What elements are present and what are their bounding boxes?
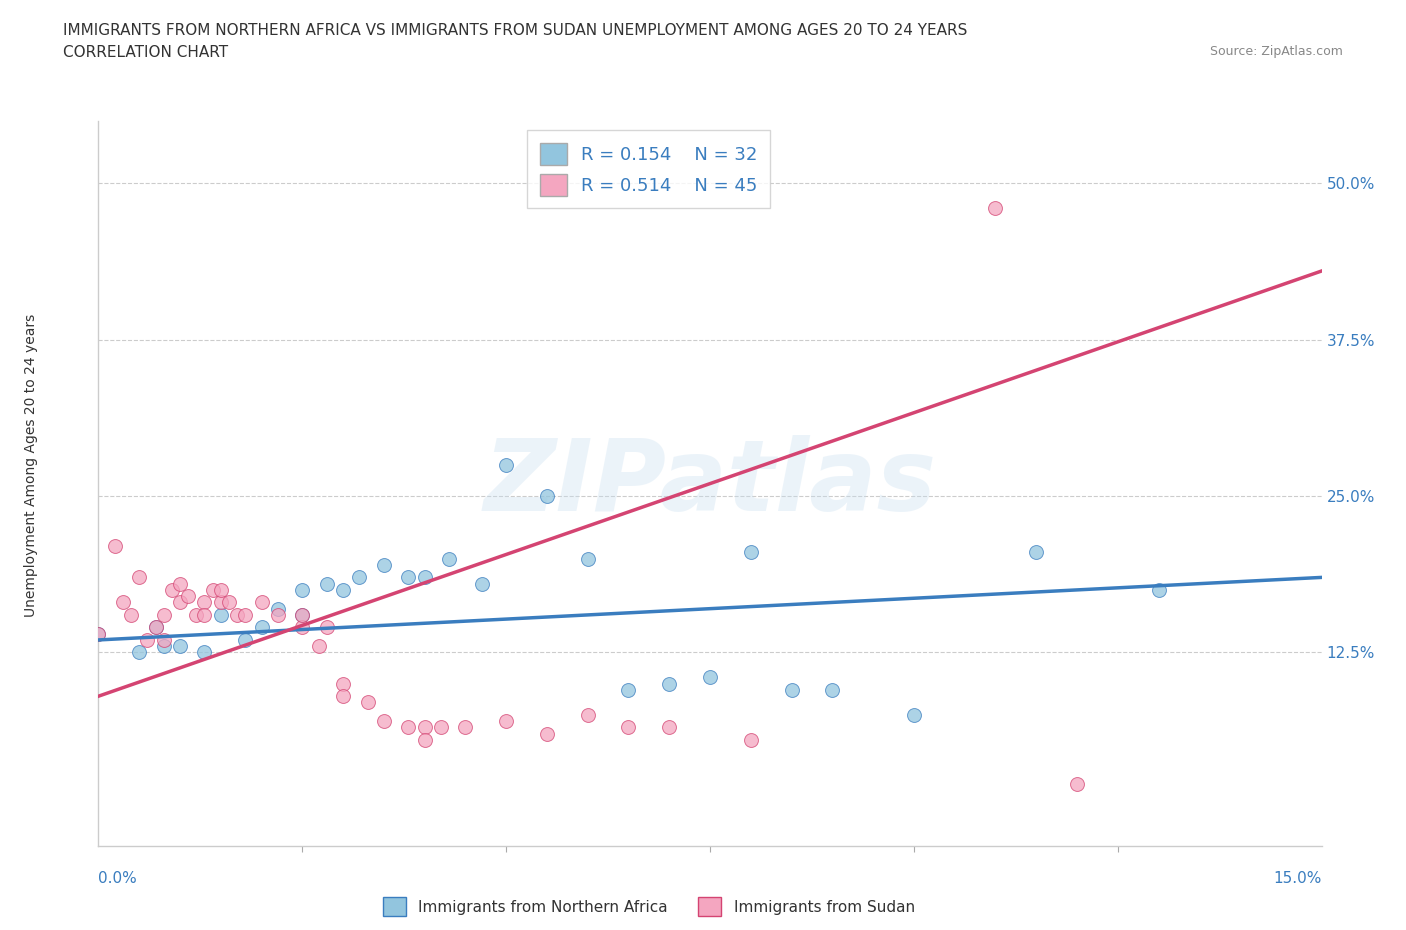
Text: 0.0%: 0.0% bbox=[98, 871, 138, 886]
Point bbox=[315, 577, 337, 591]
Point bbox=[193, 607, 215, 622]
Point bbox=[169, 639, 191, 654]
Point bbox=[1066, 777, 1088, 791]
Point bbox=[576, 708, 599, 723]
Text: ZIPatlas: ZIPatlas bbox=[484, 435, 936, 532]
Point bbox=[413, 570, 436, 585]
Point bbox=[821, 683, 844, 698]
Point bbox=[471, 577, 494, 591]
Point bbox=[536, 726, 558, 741]
Point bbox=[233, 632, 256, 647]
Point bbox=[193, 595, 215, 610]
Point bbox=[396, 570, 419, 585]
Point bbox=[454, 720, 477, 735]
Point bbox=[332, 582, 354, 597]
Point bbox=[780, 683, 803, 698]
Point bbox=[291, 607, 314, 622]
Point bbox=[152, 632, 174, 647]
Point bbox=[1147, 582, 1170, 597]
Point bbox=[104, 538, 127, 553]
Point bbox=[152, 607, 174, 622]
Point bbox=[617, 683, 640, 698]
Point bbox=[87, 626, 110, 641]
Point bbox=[267, 601, 290, 616]
Point bbox=[430, 720, 453, 735]
Point bbox=[87, 626, 110, 641]
Point bbox=[226, 607, 249, 622]
Point bbox=[209, 595, 232, 610]
Point bbox=[128, 570, 150, 585]
Point bbox=[495, 458, 517, 472]
Point bbox=[209, 607, 232, 622]
Text: IMMIGRANTS FROM NORTHERN AFRICA VS IMMIGRANTS FROM SUDAN UNEMPLOYMENT AMONG AGES: IMMIGRANTS FROM NORTHERN AFRICA VS IMMIG… bbox=[63, 23, 967, 38]
Point bbox=[740, 733, 762, 748]
Point bbox=[209, 582, 232, 597]
Point bbox=[160, 582, 183, 597]
Point bbox=[396, 720, 419, 735]
Point bbox=[413, 720, 436, 735]
Point bbox=[177, 589, 200, 604]
Point bbox=[576, 551, 599, 566]
Point bbox=[658, 720, 681, 735]
Point bbox=[218, 595, 240, 610]
Point bbox=[111, 595, 134, 610]
Point bbox=[413, 733, 436, 748]
Point bbox=[152, 639, 174, 654]
Point bbox=[495, 714, 517, 729]
Point bbox=[373, 714, 395, 729]
Point bbox=[250, 595, 273, 610]
Point bbox=[740, 545, 762, 560]
Point bbox=[332, 689, 354, 704]
Point bbox=[169, 577, 191, 591]
Text: Source: ZipAtlas.com: Source: ZipAtlas.com bbox=[1209, 45, 1343, 58]
Point bbox=[903, 708, 925, 723]
Point bbox=[267, 607, 290, 622]
Point bbox=[356, 695, 378, 710]
Point bbox=[291, 620, 314, 635]
Point bbox=[1025, 545, 1047, 560]
Point bbox=[128, 645, 150, 660]
Point bbox=[308, 639, 330, 654]
Point bbox=[193, 645, 215, 660]
Point bbox=[291, 607, 314, 622]
Text: CORRELATION CHART: CORRELATION CHART bbox=[63, 45, 228, 60]
Point bbox=[169, 595, 191, 610]
Point bbox=[145, 620, 167, 635]
Text: 15.0%: 15.0% bbox=[1274, 871, 1322, 886]
Point bbox=[349, 570, 371, 585]
Legend: R = 0.154    N = 32, R = 0.514    N = 45: R = 0.154 N = 32, R = 0.514 N = 45 bbox=[527, 130, 770, 208]
Point bbox=[291, 582, 314, 597]
Point bbox=[373, 557, 395, 572]
Point bbox=[120, 607, 142, 622]
Point bbox=[658, 676, 681, 691]
Point bbox=[136, 632, 159, 647]
Point bbox=[186, 607, 208, 622]
Point bbox=[145, 620, 167, 635]
Point bbox=[315, 620, 337, 635]
Point bbox=[699, 670, 721, 684]
Point bbox=[233, 607, 256, 622]
Point bbox=[332, 676, 354, 691]
Text: Unemployment Among Ages 20 to 24 years: Unemployment Among Ages 20 to 24 years bbox=[24, 313, 38, 617]
Point bbox=[536, 488, 558, 503]
Point bbox=[437, 551, 460, 566]
Point bbox=[250, 620, 273, 635]
Point bbox=[201, 582, 224, 597]
Point bbox=[984, 201, 1007, 216]
Point bbox=[617, 720, 640, 735]
